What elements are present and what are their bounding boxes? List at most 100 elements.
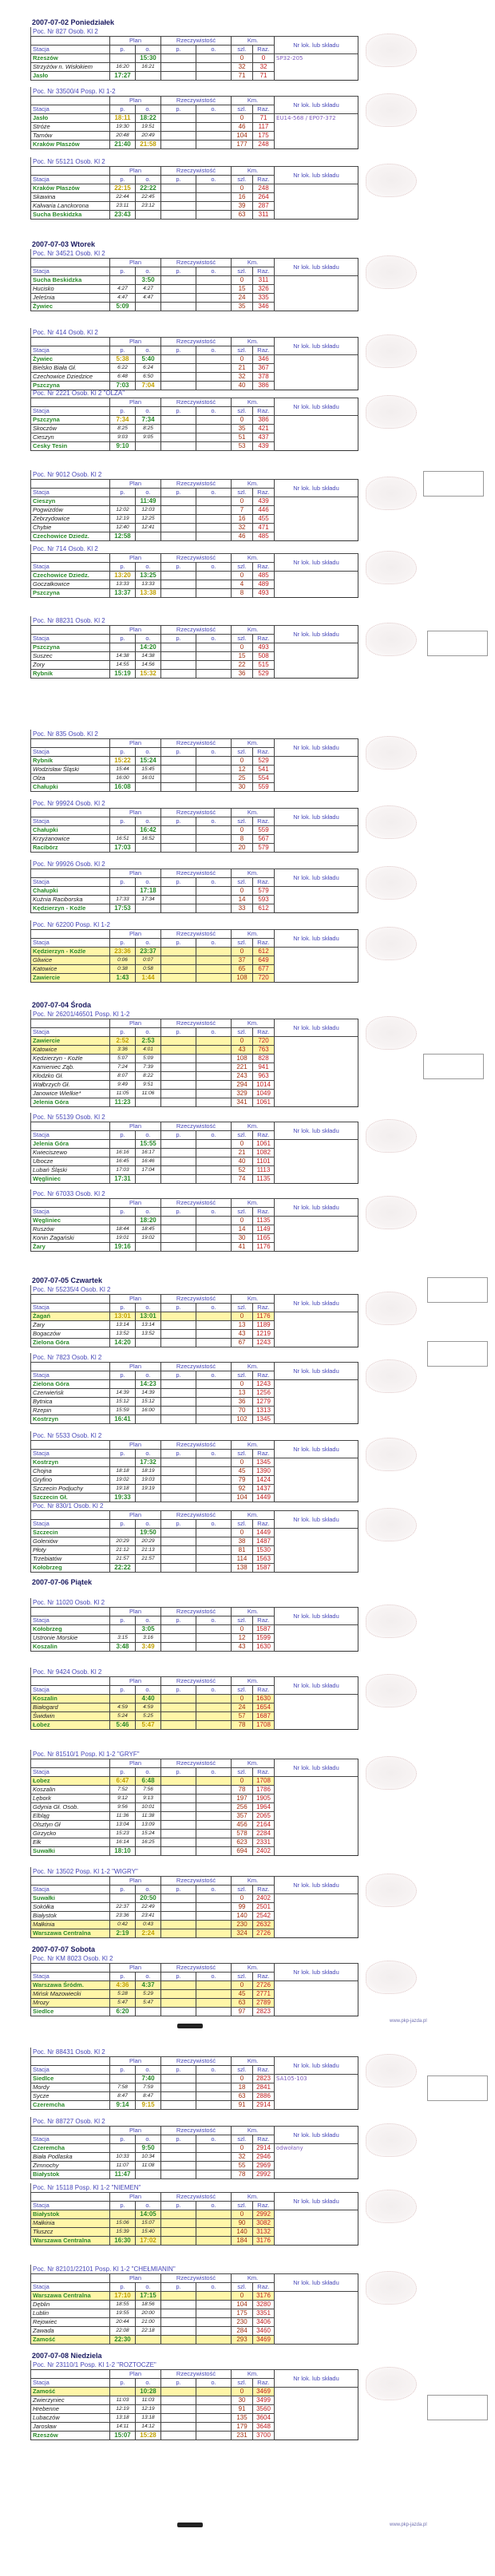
actual-departure-field[interactable] [196, 1811, 232, 1821]
loco-number-field[interactable] [274, 1624, 359, 1652]
actual-departure-field[interactable] [196, 275, 232, 285]
actual-departure-field[interactable] [196, 588, 232, 598]
actual-arrival-field[interactable] [160, 1711, 197, 1721]
actual-departure-field[interactable] [196, 1794, 232, 1803]
actual-departure-field[interactable] [196, 1397, 232, 1407]
actual-arrival-field[interactable] [160, 2143, 197, 2153]
actual-arrival-field[interactable] [160, 2413, 197, 2423]
actual-arrival-field[interactable] [160, 2170, 197, 2179]
actual-departure-field[interactable] [196, 643, 232, 652]
actual-departure-field[interactable] [196, 62, 232, 72]
actual-departure-field[interactable] [196, 523, 232, 532]
actual-departure-field[interactable] [196, 774, 232, 783]
loco-number-field[interactable] [274, 643, 359, 679]
actual-arrival-field[interactable] [160, 1642, 197, 1652]
actual-departure-field[interactable] [196, 1893, 232, 1903]
actual-arrival-field[interactable] [160, 886, 197, 896]
actual-arrival-field[interactable] [160, 1071, 197, 1081]
actual-departure-field[interactable] [196, 651, 232, 661]
actual-departure-field[interactable] [196, 2161, 232, 2170]
actual-departure-field[interactable] [196, 1388, 232, 1398]
actual-arrival-field[interactable] [160, 62, 197, 72]
actual-departure-field[interactable] [196, 2404, 232, 2414]
actual-arrival-field[interactable] [160, 964, 197, 974]
actual-arrival-field[interactable] [160, 1062, 197, 1072]
actual-arrival-field[interactable] [160, 1466, 197, 1476]
actual-arrival-field[interactable] [160, 1838, 197, 1847]
actual-arrival-field[interactable] [160, 669, 197, 679]
actual-arrival-field[interactable] [160, 532, 197, 541]
actual-departure-field[interactable] [196, 2007, 232, 2016]
loco-number-field[interactable]: EU14-568 / EP07-372 [274, 113, 359, 149]
actual-arrival-field[interactable] [160, 2335, 197, 2345]
actual-arrival-field[interactable] [160, 1624, 197, 1634]
actual-departure-field[interactable] [196, 1998, 232, 2008]
actual-departure-field[interactable] [196, 1071, 232, 1081]
actual-departure-field[interactable] [196, 1098, 232, 1107]
actual-departure-field[interactable] [196, 2218, 232, 2228]
loco-number-field[interactable] [274, 1694, 359, 1730]
actual-arrival-field[interactable] [160, 2431, 197, 2440]
actual-departure-field[interactable] [196, 1165, 232, 1175]
loco-number-field[interactable] [274, 2387, 359, 2440]
actual-departure-field[interactable] [196, 895, 232, 904]
actual-departure-field[interactable] [196, 1989, 232, 1999]
actual-departure-field[interactable] [196, 1554, 232, 1564]
actual-departure-field[interactable] [196, 1045, 232, 1055]
loco-number-field[interactable] [274, 825, 359, 853]
actual-arrival-field[interactable] [160, 1338, 197, 1347]
actual-arrival-field[interactable] [160, 895, 197, 904]
actual-departure-field[interactable] [196, 2143, 232, 2153]
actual-departure-field[interactable] [196, 1537, 232, 1546]
actual-departure-field[interactable] [196, 71, 232, 81]
actual-arrival-field[interactable] [160, 956, 197, 965]
actual-departure-field[interactable] [196, 1415, 232, 1424]
actual-arrival-field[interactable] [160, 1233, 197, 1243]
actual-departure-field[interactable] [196, 1338, 232, 1347]
actual-departure-field[interactable] [196, 140, 232, 149]
actual-arrival-field[interactable] [160, 2404, 197, 2414]
actual-arrival-field[interactable] [160, 497, 197, 506]
actual-arrival-field[interactable] [160, 1493, 197, 1502]
actual-departure-field[interactable] [196, 1528, 232, 1537]
actual-departure-field[interactable] [196, 782, 232, 792]
actual-arrival-field[interactable] [160, 1794, 197, 1803]
loco-number-field[interactable]: SP32-205 [274, 53, 359, 81]
actual-departure-field[interactable] [196, 1233, 232, 1243]
actual-arrival-field[interactable] [160, 1045, 197, 1055]
actual-arrival-field[interactable] [160, 210, 197, 220]
actual-arrival-field[interactable] [160, 774, 197, 783]
actual-arrival-field[interactable] [160, 1929, 197, 1938]
actual-departure-field[interactable] [196, 2431, 232, 2440]
actual-departure-field[interactable] [196, 2335, 232, 2345]
actual-arrival-field[interactable] [160, 441, 197, 451]
actual-arrival-field[interactable] [160, 1846, 197, 1856]
actual-departure-field[interactable] [196, 756, 232, 766]
actual-arrival-field[interactable] [160, 122, 197, 132]
actual-departure-field[interactable] [196, 1174, 232, 1184]
actual-departure-field[interactable] [196, 571, 232, 580]
actual-departure-field[interactable] [196, 192, 232, 202]
actual-arrival-field[interactable] [160, 1920, 197, 1929]
loco-number-field[interactable] [274, 1528, 359, 1573]
actual-arrival-field[interactable] [160, 825, 197, 835]
actual-departure-field[interactable] [196, 201, 232, 211]
actual-departure-field[interactable] [196, 1846, 232, 1856]
actual-arrival-field[interactable] [160, 284, 197, 294]
actual-arrival-field[interactable] [160, 1415, 197, 1424]
actual-arrival-field[interactable] [160, 363, 197, 373]
actual-departure-field[interactable] [196, 2422, 232, 2432]
actual-departure-field[interactable] [196, 302, 232, 311]
actual-arrival-field[interactable] [160, 947, 197, 956]
actual-departure-field[interactable] [196, 843, 232, 853]
actual-arrival-field[interactable] [160, 1633, 197, 1643]
actual-departure-field[interactable] [196, 2227, 232, 2237]
loco-number-field[interactable] [274, 1312, 359, 1347]
actual-departure-field[interactable] [196, 1320, 232, 1330]
actual-arrival-field[interactable] [160, 53, 197, 63]
actual-arrival-field[interactable] [160, 113, 197, 123]
actual-arrival-field[interactable] [160, 1174, 197, 1184]
actual-departure-field[interactable] [196, 441, 232, 451]
actual-departure-field[interactable] [196, 1379, 232, 1389]
actual-arrival-field[interactable] [160, 1312, 197, 1321]
